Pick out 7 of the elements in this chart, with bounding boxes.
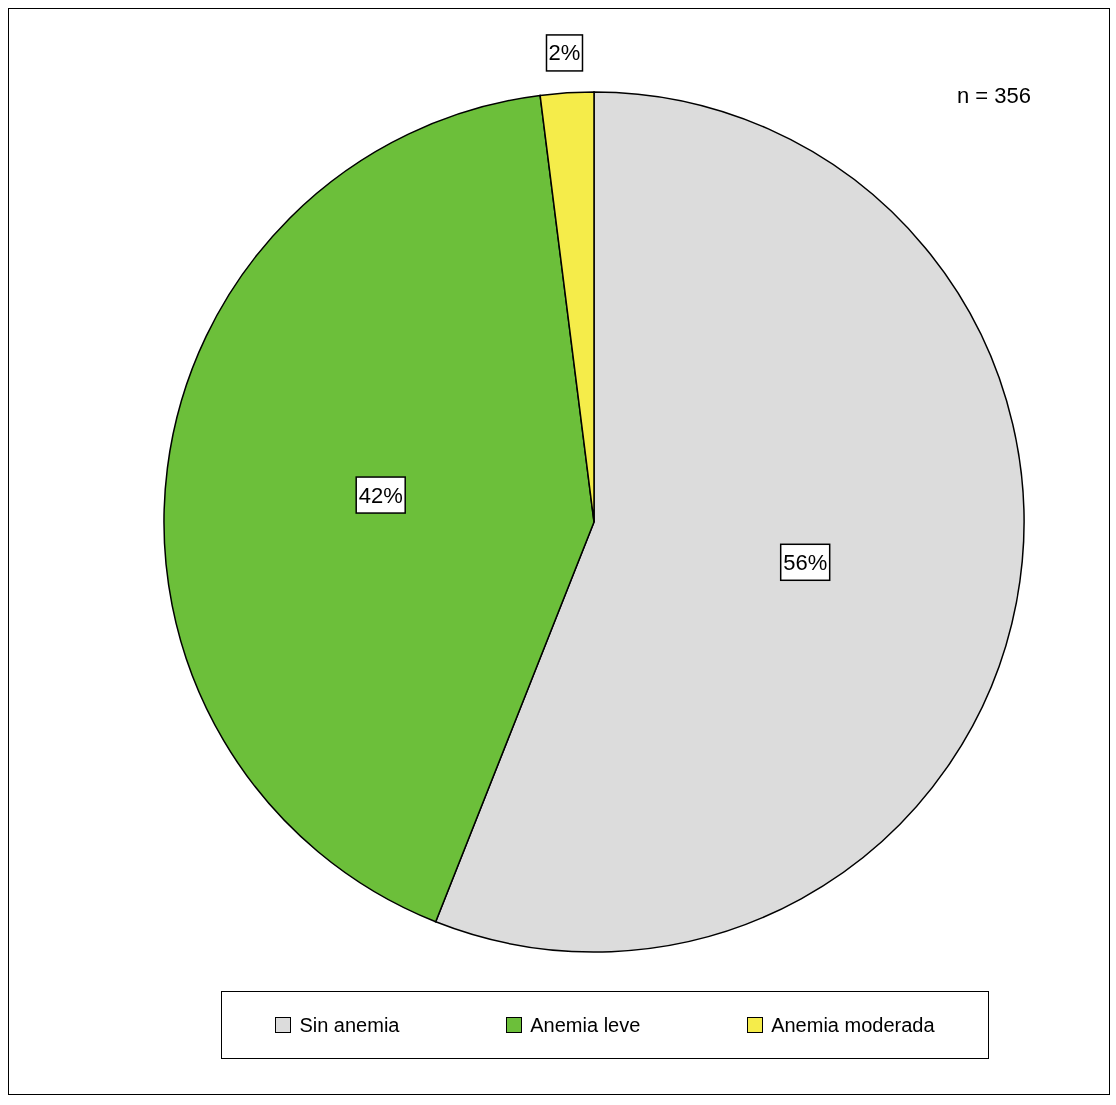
legend-label: Anemia moderada	[771, 1013, 935, 1037]
data-label: 56%	[783, 549, 828, 575]
data-label: 2%	[548, 40, 581, 66]
data-label: 42%	[358, 482, 403, 508]
legend-label: Sin anemia	[299, 1013, 400, 1037]
text: n = 356	[956, 83, 1031, 109]
legend-label: Anemia leve	[530, 1013, 641, 1037]
